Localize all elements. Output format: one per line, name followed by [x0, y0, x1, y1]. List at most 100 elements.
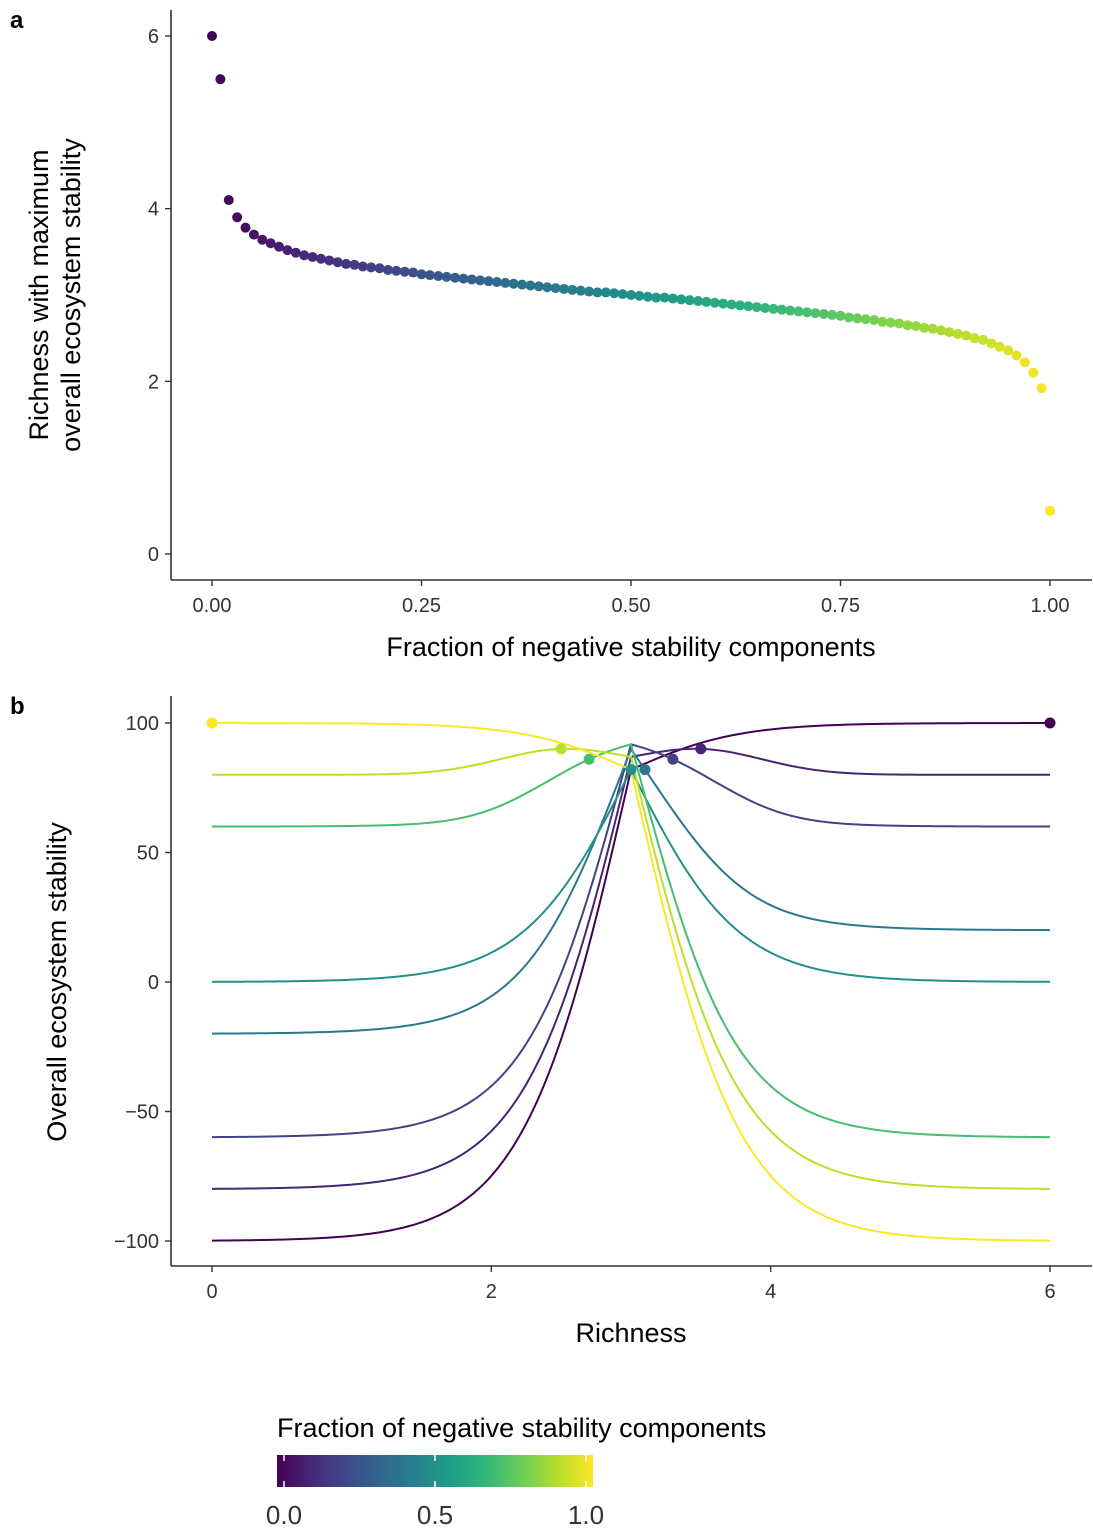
- series-line: [211, 767, 1051, 983]
- colorbar-tick-label: 0.0: [266, 1500, 302, 1530]
- scatter-point: [525, 280, 536, 291]
- scatter-point: [676, 294, 687, 305]
- legend-title: Fraction of negative stability component…: [277, 1413, 766, 1443]
- scatter-point: [324, 255, 335, 266]
- scatter-point: [726, 299, 737, 310]
- scatter-point: [265, 238, 276, 249]
- scatter-point: [533, 281, 544, 292]
- scatter-point: [500, 277, 511, 288]
- scatter-point: [290, 247, 301, 258]
- panel-b-x-tick-label: 6: [1044, 1281, 1055, 1303]
- colorbar-tick-label: 0.5: [417, 1500, 453, 1530]
- panel-a-y-tick-label: 2: [148, 371, 159, 393]
- series-line: [212, 743, 1051, 1139]
- scatter-point: [307, 252, 318, 263]
- scatter-point: [852, 313, 863, 324]
- scatter-point: [282, 245, 293, 256]
- scatter-point: [341, 258, 352, 269]
- scatter-point: [651, 292, 662, 303]
- panel-a-x-tick-label: 0.00: [193, 595, 232, 617]
- scatter-point: [659, 292, 670, 303]
- scatter-point: [818, 308, 829, 319]
- panel-b-y-tick-label: −100: [114, 1231, 159, 1253]
- scatter-point: [299, 250, 310, 261]
- panel-b-y-tick-label: 100: [126, 713, 159, 735]
- panel-b-x-tick-label: 4: [765, 1281, 776, 1303]
- scatter-point: [517, 279, 528, 290]
- scatter-point: [986, 338, 997, 349]
- scatter-point: [785, 305, 796, 316]
- scatter-point: [626, 290, 636, 300]
- scatter-point: [508, 278, 519, 289]
- scatter-point: [734, 300, 745, 311]
- scatter-point: [542, 282, 553, 293]
- scatter-point: [994, 341, 1005, 352]
- scatter-point: [441, 271, 452, 282]
- series-line: [211, 743, 1050, 1139]
- colorbar-legend: Fraction of negative stability component…: [266, 1413, 766, 1530]
- scatter-point: [357, 261, 368, 272]
- scatter-point: [827, 309, 838, 320]
- panel-b-y-tick-label: −50: [125, 1102, 159, 1124]
- scatter-point: [793, 306, 804, 317]
- scatter-point: [475, 275, 486, 286]
- scatter-point: [860, 314, 871, 325]
- scatter-point: [416, 269, 427, 280]
- panel-a-scatter: 0.00 0.25 0.50 0.75 1.00 0 2 4 6 Fraction of neg…: [24, 10, 1092, 662]
- panel-tag-b: b: [10, 693, 25, 720]
- peak-point: [555, 743, 567, 755]
- scatter-point: [1003, 345, 1014, 356]
- panel-b-y-tick-label: 50: [137, 843, 159, 865]
- scatter-point: [382, 264, 393, 275]
- series-line: [212, 747, 1051, 1190]
- peak-point: [639, 764, 651, 776]
- scatter-point: [408, 267, 419, 278]
- scatter-point: [274, 241, 285, 252]
- panel-b-x-tick-label: 0: [206, 1281, 217, 1303]
- panel-a-y-tick-label: 4: [148, 199, 159, 221]
- panel-b-x-tick-label: 2: [486, 1281, 497, 1303]
- scatter-point: [927, 323, 938, 334]
- scatter-point: [885, 317, 896, 328]
- peak-point: [667, 753, 679, 765]
- scatter-point: [592, 287, 603, 298]
- scatter-point: [558, 283, 569, 294]
- panel-b-lines: 0 2 4 6 −100 −50 0 50 100 Richness Overall ecosy…: [42, 696, 1092, 1348]
- scatter-point: [969, 333, 980, 344]
- scatter-point: [374, 263, 385, 274]
- panel-b-series-lines: [211, 722, 1051, 1242]
- series-line: [211, 722, 1050, 1242]
- scatter-point: [257, 234, 268, 245]
- scatter-point: [550, 283, 561, 294]
- scatter-point: [315, 253, 326, 264]
- scatter-point: [483, 276, 494, 287]
- scatter-point: [207, 31, 217, 41]
- scatter-point: [567, 284, 578, 295]
- scatter-point: [902, 320, 913, 331]
- series-line: [211, 747, 1050, 1190]
- scatter-point: [1028, 367, 1039, 378]
- scatter-point: [450, 272, 461, 283]
- panel-a-axes: 0.00 0.25 0.50 0.75 1.00 0 2 4 6: [148, 10, 1092, 617]
- panel-a-y-axis-title-line2: overall ecosystem stability: [56, 138, 86, 452]
- panel-tag-a: a: [10, 7, 24, 34]
- scatter-point: [894, 318, 905, 329]
- series-line: [212, 722, 1051, 1242]
- series-line: [211, 747, 1051, 1035]
- scatter-point: [944, 327, 955, 338]
- scatter-point: [332, 257, 343, 268]
- panel-b-axes: 0 2 4 6 −100 −50 0 50 100: [114, 696, 1092, 1303]
- peak-point: [695, 743, 707, 755]
- scatter-point: [801, 307, 812, 318]
- peak-point: [583, 753, 595, 765]
- panel-b-peak-points: [206, 717, 1056, 776]
- scatter-point: [424, 270, 435, 281]
- scatter-point: [458, 273, 469, 284]
- panel-a-x-tick-label: 1.00: [1031, 595, 1070, 617]
- scatter-point: [936, 325, 947, 336]
- panel-b-y-tick-label: 0: [148, 972, 159, 994]
- colorbar-ticks: 0.0 0.5 1.0: [266, 1455, 604, 1530]
- scatter-point: [810, 308, 821, 319]
- peak-point: [206, 717, 218, 729]
